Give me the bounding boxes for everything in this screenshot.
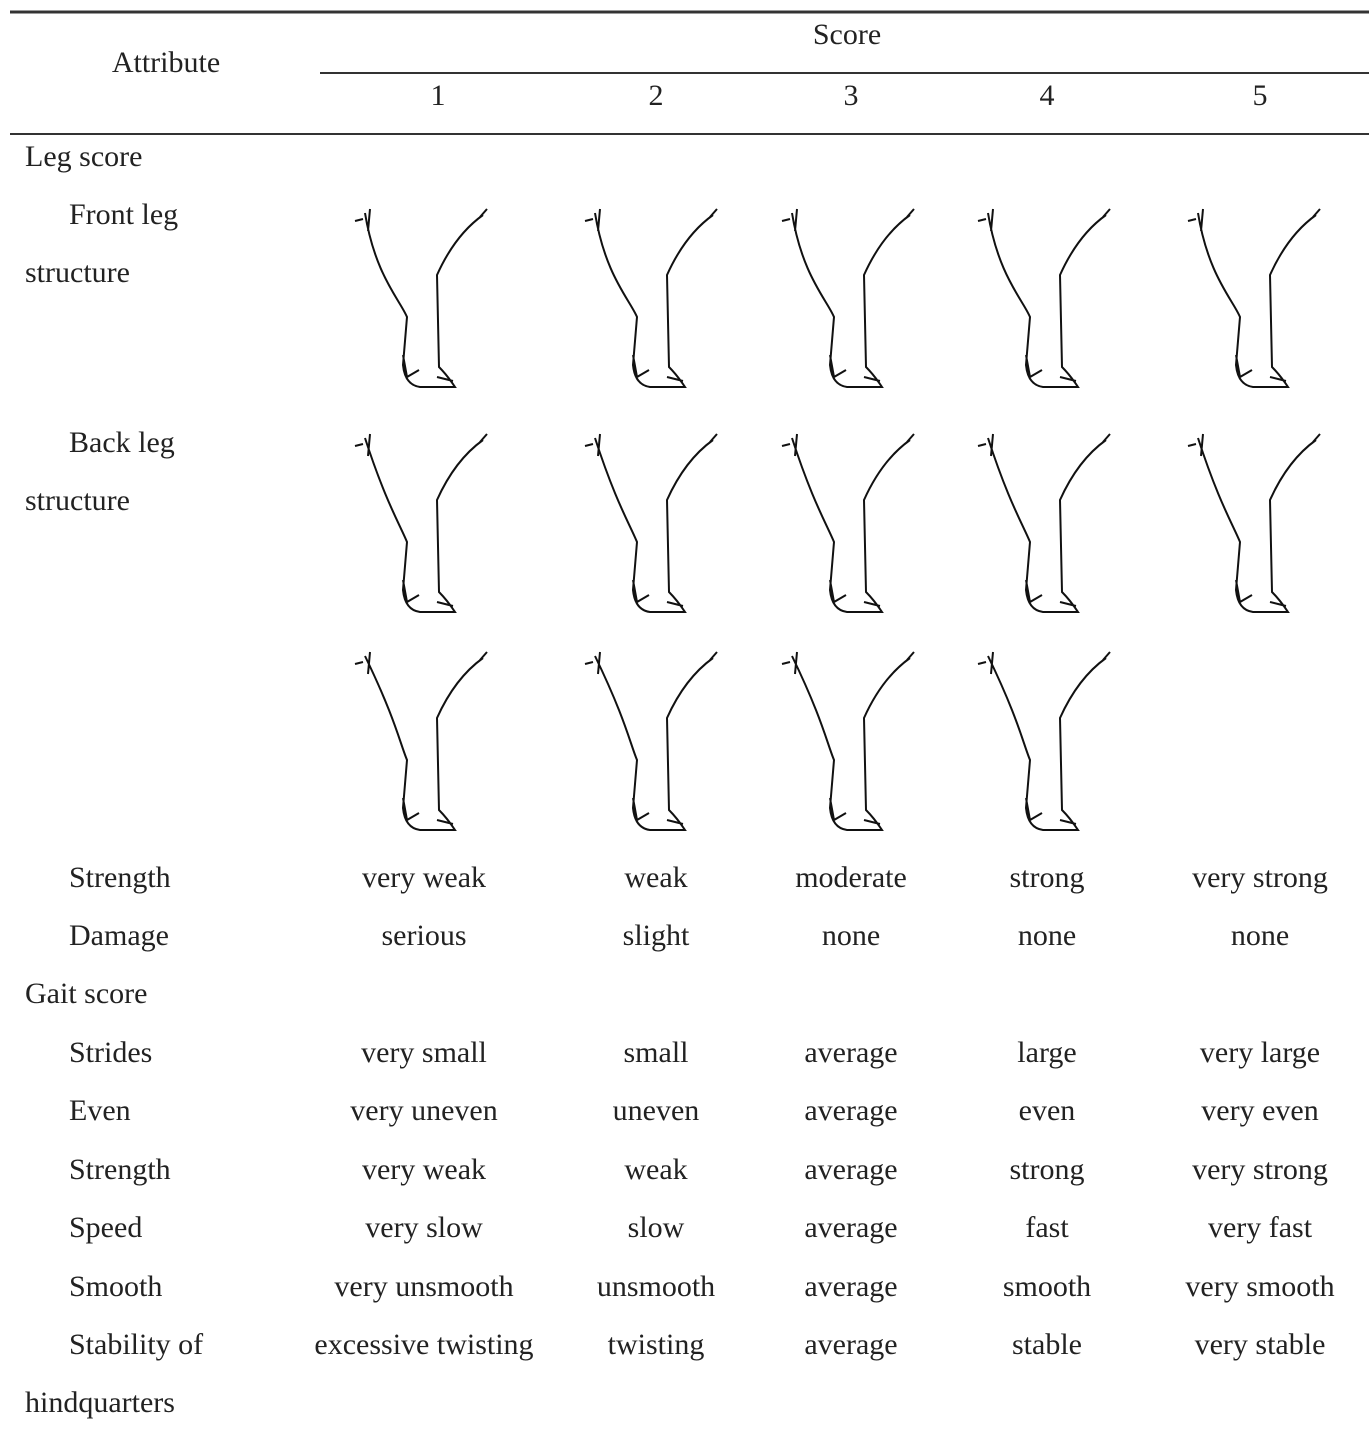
cell: slight: [623, 921, 690, 951]
cell: very strong: [1192, 1155, 1328, 1185]
leg-sketch: [978, 209, 1110, 387]
cell: average: [804, 1096, 897, 1126]
leg-sketch: [782, 209, 914, 387]
cell: none: [1231, 921, 1289, 951]
cell: very uneven: [350, 1096, 497, 1126]
row-label: Smooth: [25, 1258, 255, 1316]
leg-sketch: [355, 209, 487, 387]
row-label: Strength: [25, 1141, 255, 1199]
leg-sketch: [782, 434, 914, 612]
cell: very small: [361, 1038, 487, 1068]
score-table: Attribute Score 1 2 3 4 5 Leg scoreFront leg st…: [0, 0, 1369, 1439]
cell: strong: [1010, 863, 1085, 893]
row-label: Speed: [25, 1199, 255, 1257]
cell: slow: [628, 1213, 685, 1243]
leg-illustrations: [355, 209, 1320, 830]
score-level: 2: [649, 81, 664, 111]
cell: very slow: [365, 1213, 482, 1243]
cell: moderate: [795, 863, 907, 893]
score-level: 4: [1040, 81, 1055, 111]
leg-sketch: [585, 434, 717, 612]
score-header: Score: [813, 20, 881, 50]
body: Attribute Score 1 2 3 4 5 Leg scoreFront leg st…: [0, 0, 1369, 1439]
cell: very weak: [362, 1155, 486, 1185]
cell: average: [804, 1213, 897, 1243]
cell: weak: [624, 863, 687, 893]
leg-sketch: [355, 652, 487, 830]
row-label: Back leg structure: [25, 414, 255, 530]
cell: average: [804, 1330, 897, 1360]
cell: large: [1017, 1038, 1076, 1068]
cell: small: [624, 1038, 689, 1068]
leg-sketch: [978, 652, 1110, 830]
cell: average: [804, 1155, 897, 1185]
leg-sketch: [978, 434, 1110, 612]
row-label: Even: [25, 1082, 255, 1140]
attribute-header: Attribute: [112, 48, 220, 78]
cell: twisting: [608, 1330, 705, 1360]
cell: excessive twisting: [314, 1330, 533, 1360]
cell: very large: [1200, 1038, 1320, 1068]
cell: very unsmooth: [334, 1272, 513, 1302]
cell: none: [822, 921, 880, 951]
row-label: Strides: [25, 1024, 255, 1082]
leg-sketch: [1188, 209, 1320, 387]
cell: smooth: [1003, 1272, 1091, 1302]
leg-sketch: [782, 652, 914, 830]
cell: strong: [1010, 1155, 1085, 1185]
section-title: Gait score: [25, 965, 147, 1023]
row-label: Damage: [25, 907, 255, 965]
cell: unsmooth: [597, 1272, 715, 1302]
score-level: 5: [1253, 81, 1268, 111]
score-level: 3: [844, 81, 859, 111]
cell: average: [804, 1272, 897, 1302]
row-label: Front leg structure: [25, 186, 255, 302]
cell: very weak: [362, 863, 486, 893]
leg-sketch: [1188, 434, 1320, 612]
page: Leg and gait score table {"header": {"at…: [0, 0, 1369, 1439]
row-label: Stability of hindquarters: [25, 1316, 255, 1432]
cell: serious: [382, 921, 467, 951]
cell: very even: [1201, 1096, 1318, 1126]
cell: average: [804, 1038, 897, 1068]
cell: stable: [1012, 1330, 1082, 1360]
row-label: Strength: [25, 849, 255, 907]
cell: very strong: [1192, 863, 1328, 893]
section-title: Leg score: [25, 128, 142, 186]
score-level: 1: [431, 81, 446, 111]
cell: uneven: [613, 1096, 700, 1126]
cell: very fast: [1208, 1213, 1312, 1243]
cell: weak: [624, 1155, 687, 1185]
cell: none: [1018, 921, 1076, 951]
leg-sketch: [355, 434, 487, 612]
leg-sketch: [585, 209, 717, 387]
cell: fast: [1025, 1213, 1068, 1243]
cell: very smooth: [1185, 1272, 1334, 1302]
cell: very stable: [1195, 1330, 1326, 1360]
leg-sketch: [585, 652, 717, 830]
cell: even: [1019, 1096, 1076, 1126]
